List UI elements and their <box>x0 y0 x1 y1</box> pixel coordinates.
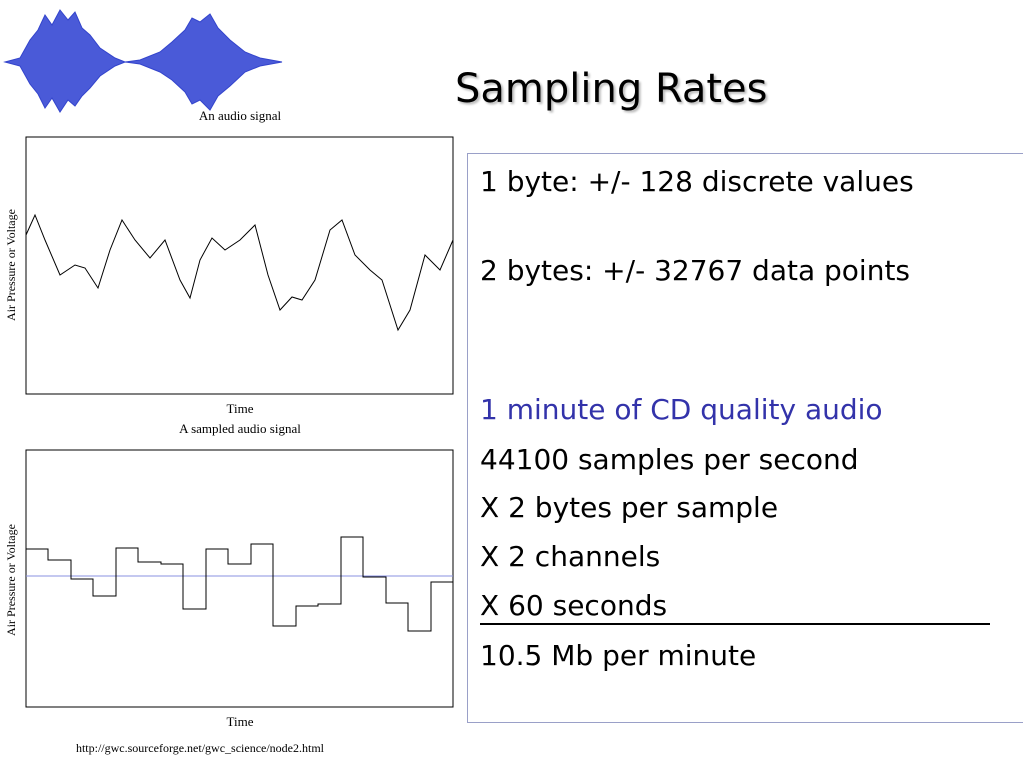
bullet-line: X 2 bytes per sample <box>480 491 779 524</box>
waveform-logo <box>3 9 283 113</box>
signal-curve <box>25 213 454 332</box>
bullet-line: 1 byte: +/- 128 discrete values <box>480 165 914 198</box>
chart-frame <box>25 136 454 395</box>
source-url: http://gwc.sourceforge.net/gwc_science/n… <box>76 741 325 755</box>
bullet-line: 10.5 Mb per minute <box>480 639 757 672</box>
chart-frame <box>25 449 454 708</box>
bullet-line: 1 minute of CD quality audio <box>480 393 883 426</box>
logo-caption: An audio signal <box>199 108 282 123</box>
sampled-signal <box>26 536 453 632</box>
chart-caption: A sampled audio signal <box>179 421 301 436</box>
text-box <box>467 153 1023 723</box>
bullet-line: X 60 seconds <box>480 589 990 625</box>
bullet-line: X 2 channels <box>480 540 661 573</box>
x-axis-label: Time <box>227 714 254 729</box>
y-axis-label: Air Pressure or Voltage <box>4 524 18 636</box>
x-axis-label: Time <box>227 401 254 416</box>
slide-title: Sampling Rates <box>455 66 768 112</box>
bullet-line: 2 bytes: +/- 32767 data points <box>480 254 911 287</box>
y-axis-label: Air Pressure or Voltage <box>4 209 18 321</box>
bullet-line: 44100 samples per second <box>480 443 859 476</box>
figures: An audio signal Air Pressure or Voltage … <box>3 9 454 755</box>
